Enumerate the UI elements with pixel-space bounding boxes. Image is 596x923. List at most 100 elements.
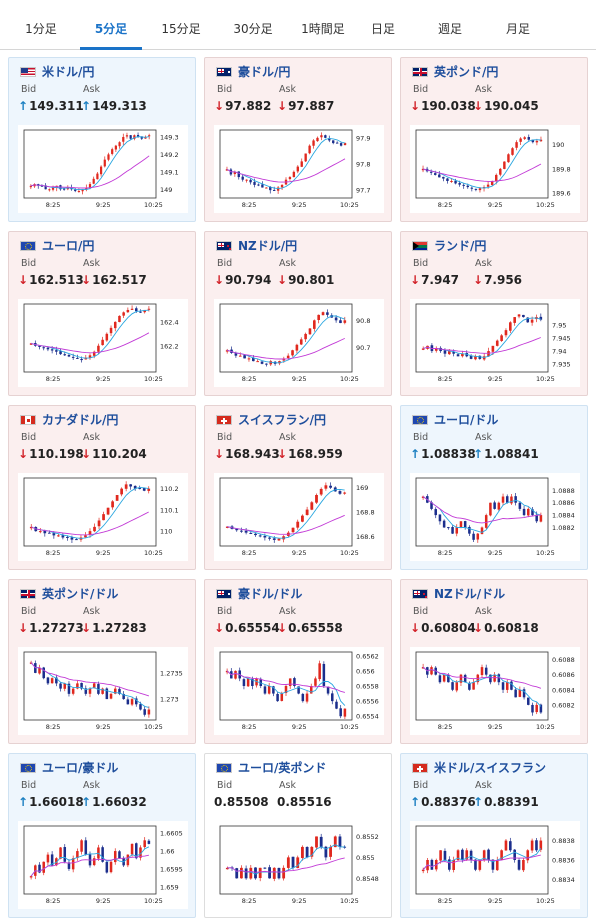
bid-value: ↓190.038 — [410, 99, 476, 113]
rate-chart[interactable]: 1.6605 1.66 1.6595 1.659 8:25 9:25 10:25 — [18, 821, 188, 909]
candle-body — [92, 351, 96, 356]
rate-chart[interactable]: 162.4 162.2 8:25 9:25 10:25 — [18, 299, 188, 387]
pair-name-link[interactable]: ユーロ/英ポンド — [238, 761, 327, 775]
pair-name-link[interactable]: スイスフラン/円 — [238, 413, 327, 427]
rate-card[interactable]: ユーロ/ドル Bid Ask ↑1.08838 ↑1.08841 1.0888 1.0886… — [400, 405, 588, 570]
pair-name-link[interactable]: ユーロ/円 — [42, 239, 95, 253]
pair-name-link[interactable]: ユーロ/ドル — [434, 413, 499, 427]
bid-value: ↓162.513 — [18, 273, 84, 287]
pair-name-link[interactable]: ユーロ/豪ドル — [42, 761, 119, 775]
rate-card[interactable]: ランド/円 Bid Ask ↓7.947 ↓7.956 7.95 7.945 7.94 7.93… — [400, 231, 588, 396]
candle-body — [438, 174, 441, 178]
rate-chart[interactable]: 190 189.8 189.6 8:25 9:25 10:25 — [410, 125, 580, 213]
rate-card[interactable]: ユーロ/英ポンド Bid Ask 0.85508 0.85516 0.8552 0.855 0… — [204, 753, 392, 918]
down-arrow-icon: ↓ — [277, 273, 288, 287]
rate-card[interactable]: 豪ドル/ドル Bid Ask ↓0.65554 ↓0.65558 0.6562 0.656 0… — [204, 579, 392, 744]
down-arrow-icon: ↓ — [214, 447, 225, 461]
x-tick-label: 10:25 — [340, 723, 359, 731]
pair-name-link[interactable]: NZドル/ドル — [434, 587, 506, 601]
candle-body — [109, 693, 113, 699]
rate-card[interactable]: ユーロ/豪ドル Bid Ask ↑1.66018 ↑1.66032 1.6605 1.66 1… — [8, 753, 196, 918]
candle-body — [47, 532, 51, 534]
rate-chart[interactable]: 0.6562 0.656 0.6558 0.6556 0.6554 8:25 9:25 10:… — [214, 647, 384, 735]
candle-body — [539, 515, 543, 522]
rate-chart[interactable]: 90.8 90.7 8:25 9:25 10:25 — [214, 299, 384, 387]
tab-daily[interactable]: 日足 — [370, 22, 395, 36]
x-tick-label: 10:25 — [144, 375, 163, 383]
ask-label: Ask — [83, 780, 100, 791]
candle-body — [106, 507, 110, 515]
candle-body — [235, 868, 239, 879]
rate-chart[interactable]: 97.9 97.8 97.7 8:25 9:25 10:25 — [214, 125, 384, 213]
pair-name-link[interactable]: カナダドル/円 — [42, 413, 119, 427]
rate-chart[interactable]: 169 168.8 168.6 8:25 9:25 10:25 — [214, 473, 384, 561]
rate-chart[interactable]: 0.6088 0.6086 0.6084 0.6082 8:25 9:25 10:25 — [410, 647, 580, 735]
candle-body — [272, 686, 275, 694]
candle-body — [254, 867, 257, 879]
plot-frame — [415, 651, 549, 721]
candle-body — [76, 683, 79, 689]
candle-body — [489, 674, 492, 683]
tab-weekly[interactable]: 週足 — [437, 22, 462, 36]
candle-body — [135, 308, 138, 312]
down-arrow-icon: ↓ — [277, 447, 288, 461]
tab-15min[interactable]: 15分足 — [161, 22, 201, 36]
pair-name-link[interactable]: ランド/円 — [434, 239, 487, 253]
candle-body — [430, 859, 434, 870]
tab-monthly[interactable]: 月足 — [505, 22, 530, 36]
tab-5min[interactable]: 5分足 — [80, 0, 142, 50]
y-tick-label: 0.6088 — [552, 656, 575, 664]
rate-chart[interactable]: 1.2735 1.273 8:25 9:25 10:25 — [18, 647, 188, 735]
candle-body — [130, 308, 134, 310]
candle-body — [118, 688, 121, 694]
candle-body — [505, 496, 509, 503]
tab-1hour[interactable]: 1時間足 — [301, 22, 345, 36]
rate-card[interactable]: ユーロ/円 Bid Ask ↓162.513 ↓162.517 162.4 162.2 8:2… — [8, 231, 196, 396]
y-tick-label: 1.6595 — [160, 865, 183, 873]
rate-card[interactable]: カナダドル/円 Bid Ask ↓110.198 ↓110.204 110.2 110.1 1… — [8, 405, 196, 570]
rate-card[interactable]: 英ポンド/ドル Bid Ask ↓1.27273 ↓1.27283 1.2735 1.273… — [8, 579, 196, 744]
pair-name-link[interactable]: 英ポンド/円 — [434, 65, 499, 79]
ask-value: ↓90.801 — [277, 273, 334, 287]
pair-name-link[interactable]: 米ドル/円 — [42, 65, 95, 79]
candle-body — [272, 867, 276, 879]
candle-body — [328, 138, 331, 141]
candle-body — [120, 488, 123, 495]
candle-body — [446, 178, 449, 181]
pair-name-link[interactable]: NZドル/円 — [238, 239, 298, 253]
rate-card[interactable]: 英ポンド/円 Bid Ask ↓190.038 ↓190.045 190 189.8 189.… — [400, 57, 588, 222]
tab-1min[interactable]: 1分足 — [25, 22, 57, 36]
long-moving-average-line — [422, 666, 542, 689]
rate-card[interactable]: 米ドル/スイスフラン Bid Ask ↑0.88376 ↑0.88391 0.8838 0.… — [400, 753, 588, 918]
rate-chart[interactable]: 0.8838 0.8836 0.8834 8:25 9:25 10:25 — [410, 821, 580, 909]
rate-chart[interactable]: 1.0888 1.0886 1.0884 1.0882 8:25 9:25 10:25 — [410, 473, 580, 561]
down-arrow-icon: ↓ — [214, 621, 225, 635]
rate-card[interactable]: スイスフラン/円 Bid Ask ↓168.943 ↓168.959 169 168.8 16… — [204, 405, 392, 570]
ask-price: 0.65558 — [288, 621, 343, 635]
long-moving-average-line — [30, 155, 150, 189]
candle-body — [458, 183, 461, 185]
pair-name-link[interactable]: 米ドル/スイスフラン — [434, 761, 547, 775]
tab-30min[interactable]: 30分足 — [233, 22, 273, 36]
rate-chart[interactable]: 0.8552 0.855 0.8548 8:25 9:25 10:25 — [214, 821, 384, 909]
bid-price: 168.943 — [225, 447, 280, 461]
candle-body — [50, 349, 54, 351]
x-tick-label: 9:25 — [96, 201, 111, 209]
rate-chart[interactable]: 7.95 7.945 7.94 7.935 8:25 9:25 10:25 — [410, 299, 580, 387]
pair-name-link[interactable]: 豪ドル/円 — [238, 65, 291, 79]
rate-chart[interactable]: 149.3 149.2 149.1 149 8:25 9:25 10:25 — [18, 125, 188, 213]
candle-body — [482, 356, 486, 360]
pair-name-link[interactable]: 豪ドル/ドル — [238, 587, 303, 601]
candle-body — [324, 846, 328, 858]
bid-label: Bid — [21, 432, 37, 443]
y-tick-label: 1.2735 — [160, 669, 183, 677]
rate-card[interactable]: NZドル/ドル Bid Ask ↓0.60804 ↓0.60818 0.6088 0.608… — [400, 579, 588, 744]
rate-chart[interactable]: 110.2 110.1 110 8:25 9:25 10:25 — [18, 473, 188, 561]
long-moving-average-line — [422, 496, 541, 524]
candle-body — [77, 191, 81, 193]
rate-card[interactable]: 米ドル/円 Bid Ask ↑149.311 ↑149.313 149.3 149.2 149… — [8, 57, 196, 222]
rate-card[interactable]: 豪ドル/円 Bid Ask ↓97.882 ↓97.887 97.9 97.8 97.7 8:2… — [204, 57, 392, 222]
pair-name-link[interactable]: 英ポンド/ドル — [42, 587, 119, 601]
candle-body — [503, 161, 506, 169]
rate-card[interactable]: NZドル/円 Bid Ask ↓90.794 ↓90.801 90.8 90.7 8:25 9:… — [204, 231, 392, 396]
